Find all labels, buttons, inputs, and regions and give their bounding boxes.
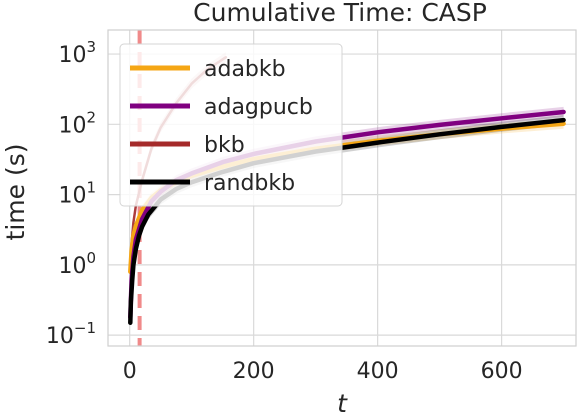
legend-box <box>119 43 343 207</box>
x-axis-label: t <box>337 389 348 418</box>
x-axis-ticks: 0 200 400 600 <box>123 359 523 384</box>
chart-title: Cumulative Time: CASP <box>193 0 487 27</box>
y-axis-ticks: 10−1 100 101 102 103 <box>46 38 96 349</box>
y-tick-label: 103 <box>58 38 96 68</box>
y-tick-label: 100 <box>58 249 96 279</box>
x-tick-label: 400 <box>357 359 399 384</box>
legend-label-bkb: bkb <box>204 133 245 158</box>
x-tick-label: 0 <box>123 359 137 384</box>
legend-label-adabkb: adabkb <box>204 57 286 82</box>
x-tick-label: 600 <box>481 359 523 384</box>
plot-frame <box>107 29 577 347</box>
legend-label-adagpucb: adagpucb <box>204 95 313 120</box>
legend: adabkb adagpucb bkb randbkb <box>119 43 343 207</box>
x-tick-label: 200 <box>233 359 275 384</box>
y-tick-label: 101 <box>58 179 96 209</box>
y-axis-label: time (s) <box>1 144 30 241</box>
legend-label-randbkb: randbkb <box>204 171 295 196</box>
y-tick-label: 102 <box>58 108 96 138</box>
y-tick-label: 10−1 <box>46 319 96 349</box>
